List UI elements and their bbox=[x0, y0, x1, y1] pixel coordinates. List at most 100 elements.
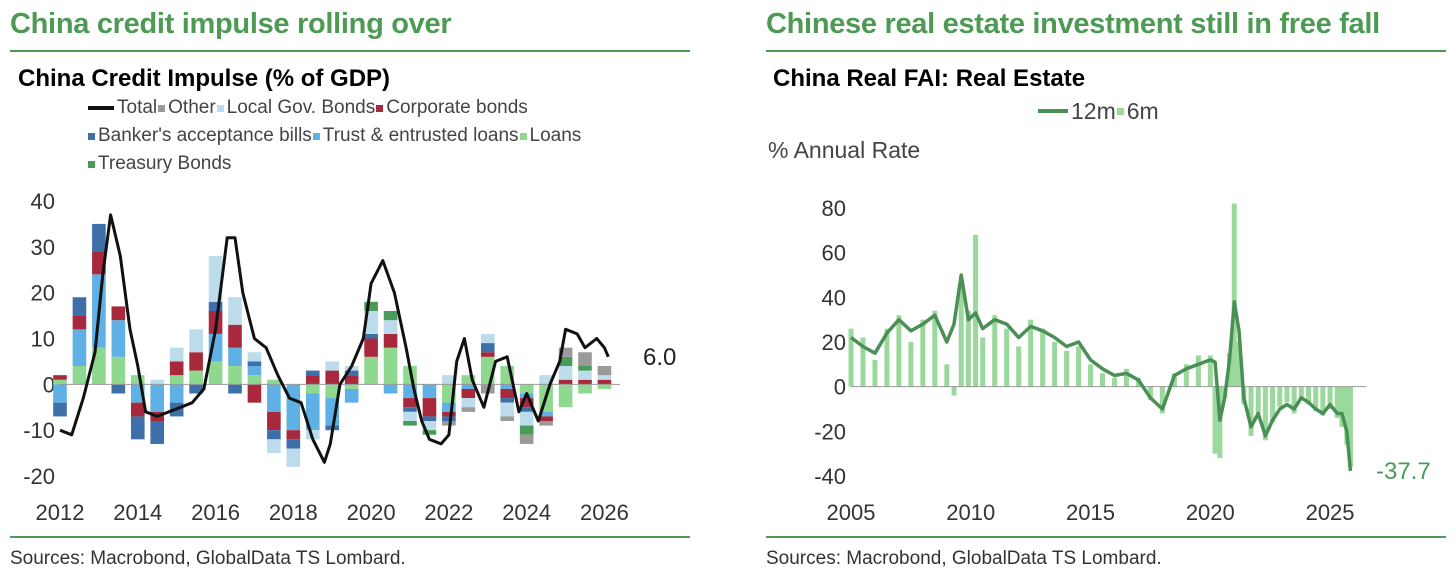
bar-segment bbox=[111, 306, 126, 321]
bar-segment bbox=[422, 384, 437, 399]
bar-segment bbox=[578, 352, 592, 366]
x-tick-label: 2020 bbox=[1186, 500, 1235, 525]
bar-segment bbox=[442, 416, 456, 421]
bar-segment bbox=[539, 375, 553, 385]
bar-6m bbox=[884, 328, 890, 387]
bar-segment bbox=[286, 439, 301, 449]
x-tick-label: 2020 bbox=[347, 500, 396, 525]
bar-segment bbox=[72, 366, 87, 385]
right-headline: Chinese real estate investment still in … bbox=[766, 8, 1380, 40]
bar-segment bbox=[403, 398, 417, 408]
bar-6m bbox=[1183, 364, 1189, 387]
bar-segment bbox=[189, 352, 203, 371]
left-source-rule bbox=[10, 536, 690, 538]
legend-swatch bbox=[1116, 107, 1124, 115]
bar-6m bbox=[1270, 386, 1276, 423]
bar-segment bbox=[539, 421, 553, 426]
legend-item-loans: Loans bbox=[519, 125, 581, 147]
bar-segment bbox=[169, 361, 184, 376]
bar-segment bbox=[578, 370, 592, 380]
left-chart-panel: China credit impulse rolling over China … bbox=[0, 0, 700, 578]
bar-segment bbox=[597, 379, 612, 385]
bar-segment bbox=[53, 379, 67, 385]
bar-6m bbox=[1291, 386, 1297, 414]
legend-swatch bbox=[88, 160, 95, 168]
bar-6m bbox=[1320, 386, 1326, 416]
bar-segment bbox=[597, 384, 612, 389]
x-tick-label: 2012 bbox=[36, 500, 85, 525]
bar-segment bbox=[442, 375, 456, 385]
bar-segment bbox=[53, 375, 67, 380]
bar-segment bbox=[189, 370, 203, 385]
bar-6m bbox=[1347, 386, 1353, 468]
bar-segment bbox=[305, 375, 320, 385]
bar-6m bbox=[1334, 386, 1340, 418]
bar-segment bbox=[53, 402, 67, 417]
bar-segment bbox=[480, 343, 495, 353]
x-tick-label: 2010 bbox=[946, 500, 995, 525]
bar-6m bbox=[1231, 203, 1237, 387]
bar-segment bbox=[150, 421, 165, 444]
bar-segment bbox=[383, 384, 398, 394]
bar-segment bbox=[558, 379, 573, 385]
bar-6m bbox=[1306, 386, 1312, 405]
y-tick-label: 30 bbox=[31, 235, 55, 260]
bar-segment bbox=[442, 402, 456, 412]
bar-segment bbox=[208, 301, 223, 311]
bar-6m bbox=[1277, 386, 1283, 407]
bar-segment bbox=[325, 384, 340, 399]
bar-6m bbox=[1339, 386, 1345, 427]
bar-segment bbox=[500, 388, 515, 399]
bar-segment bbox=[500, 402, 515, 417]
bar-segment bbox=[130, 375, 145, 385]
legend-swatch bbox=[88, 106, 114, 110]
bar-segment bbox=[72, 297, 87, 316]
bar-6m bbox=[1236, 342, 1242, 387]
bar-6m bbox=[1262, 386, 1268, 441]
y-tick-label: -40 bbox=[814, 464, 846, 489]
bar-6m bbox=[1344, 386, 1350, 445]
x-tick-label: 2025 bbox=[1306, 500, 1355, 525]
y-tick-label: -10 bbox=[23, 418, 55, 443]
bar-segment bbox=[344, 375, 359, 385]
bar-segment bbox=[305, 384, 320, 394]
bar-segment bbox=[383, 320, 398, 334]
bar-6m bbox=[1284, 386, 1290, 403]
y-tick-label: 0 bbox=[43, 372, 55, 397]
bar-6m bbox=[965, 310, 971, 387]
bar-6m bbox=[860, 337, 866, 387]
bar-6m bbox=[1028, 319, 1034, 387]
bar-segment bbox=[150, 384, 165, 412]
bar-6m bbox=[1052, 342, 1058, 387]
legend-item-local-gov-bonds: Local Gov. Bonds bbox=[216, 97, 375, 119]
bar-6m bbox=[944, 364, 950, 387]
bar-segment bbox=[228, 366, 242, 385]
bar-segment bbox=[597, 366, 612, 376]
y-tick-label: 20 bbox=[31, 281, 55, 306]
y-tick-label: -20 bbox=[814, 419, 846, 444]
bar-6m bbox=[1111, 377, 1117, 387]
bar-segment bbox=[247, 375, 262, 385]
bar-6m bbox=[1040, 328, 1046, 387]
bar-segment bbox=[519, 434, 534, 444]
x-tick-label: 2024 bbox=[502, 500, 551, 525]
bar-6m bbox=[1076, 346, 1082, 387]
left-headline: China credit impulse rolling over bbox=[10, 8, 452, 40]
bar-6m bbox=[1313, 386, 1319, 412]
bar-segment bbox=[150, 379, 165, 385]
bar-segment bbox=[422, 430, 437, 435]
bar-segment bbox=[267, 430, 281, 440]
bar-6m bbox=[1064, 350, 1070, 387]
bar-6m bbox=[1212, 386, 1218, 454]
legend-swatch bbox=[1038, 109, 1068, 113]
bar-segment bbox=[364, 301, 378, 311]
x-tick-label: 2015 bbox=[1066, 500, 1115, 525]
y-tick-label: 40 bbox=[31, 189, 55, 214]
bar-segment bbox=[364, 356, 378, 385]
left-source: Sources: Macrobond, GlobalData TS Lombar… bbox=[10, 548, 406, 569]
bar-6m bbox=[1088, 364, 1094, 387]
bar-segment bbox=[286, 448, 301, 467]
bar-segment bbox=[578, 366, 592, 371]
x-tick-label: 2016 bbox=[191, 500, 240, 525]
bar-6m bbox=[1100, 373, 1106, 387]
